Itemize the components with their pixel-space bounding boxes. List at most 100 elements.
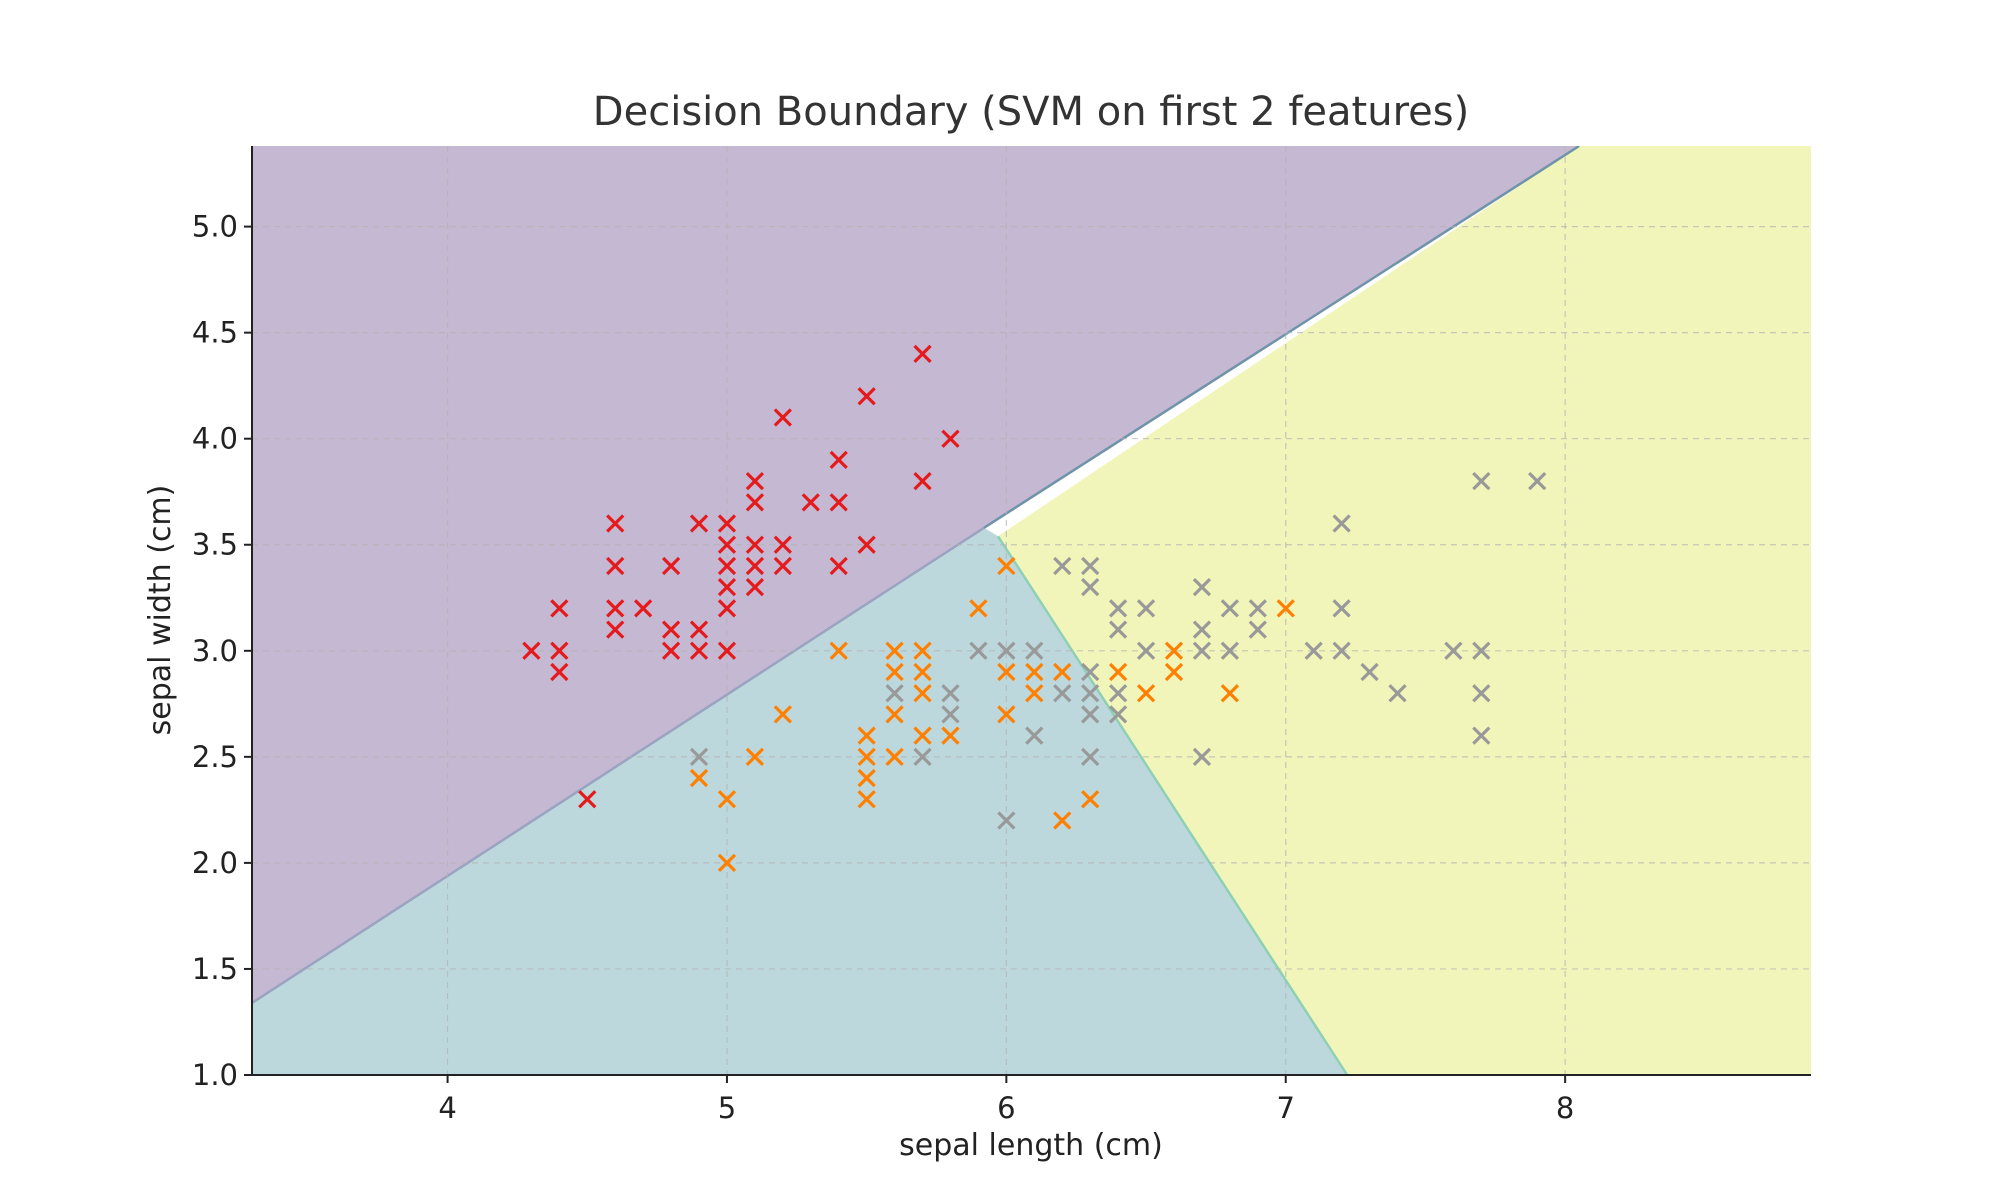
data-point-x-marker xyxy=(717,599,737,618)
data-point-x-marker xyxy=(857,747,876,766)
data-point-x-marker xyxy=(1053,684,1072,703)
data-point-x-marker xyxy=(857,726,876,745)
data-point-x-marker xyxy=(1053,811,1072,830)
data-point-x-marker xyxy=(913,641,932,660)
data-point-x-marker xyxy=(913,662,932,682)
data-point-x-marker xyxy=(857,387,876,406)
data-point-x-marker xyxy=(913,726,932,745)
tick-marks: 4 5 6 7 8 1.0 1.5 2.0 2.5 3.0 3.5 4.0 4.5 5.0 xyxy=(192,210,1574,1125)
data-point-x-marker xyxy=(1025,684,1044,703)
data-point-x-marker xyxy=(550,641,569,660)
data-point-x-marker xyxy=(1220,641,1239,660)
data-point-x-marker xyxy=(857,535,876,554)
data-point-x-marker xyxy=(913,471,932,491)
data-point-x-marker xyxy=(745,747,765,766)
y-tick-label: 2.5 xyxy=(192,740,238,774)
data-point-x-marker xyxy=(1220,599,1239,618)
data-point-x-marker xyxy=(997,662,1016,682)
data-point-x-marker xyxy=(941,705,960,724)
data-point-x-marker xyxy=(1332,641,1351,660)
data-point-x-marker xyxy=(1053,662,1072,682)
data-point-x-marker xyxy=(745,578,765,597)
y-tick-label: 1.5 xyxy=(192,952,238,986)
data-point-x-marker xyxy=(745,471,765,491)
data-point-x-marker xyxy=(1472,471,1491,491)
decision-region-class-1 xyxy=(252,527,1348,1075)
y-axis-label: sepal width (cm) xyxy=(143,485,178,736)
data-point-x-marker xyxy=(745,556,765,576)
x-axis-label: sepal length (cm) xyxy=(899,1128,1163,1163)
data-point-x-marker xyxy=(885,684,904,703)
boundary-line-0-2 xyxy=(983,146,1580,529)
data-point-x-marker xyxy=(550,599,569,618)
data-point-x-marker xyxy=(717,514,737,533)
data-point-x-marker xyxy=(997,641,1016,660)
x-tick-label: 4 xyxy=(438,1091,456,1125)
data-point-x-marker xyxy=(1108,599,1128,618)
data-point-x-marker xyxy=(745,535,765,554)
boundary-line-1-2 xyxy=(996,535,1349,1075)
data-point-x-marker xyxy=(829,556,848,576)
data-point-x-marker xyxy=(997,705,1016,724)
data-point-x-marker xyxy=(550,662,569,682)
y-tick-label: 2.0 xyxy=(192,846,238,880)
data-point-x-marker xyxy=(997,556,1016,576)
data-point-x-marker xyxy=(1081,705,1100,724)
data-point-x-marker xyxy=(1081,684,1100,703)
data-point-x-marker xyxy=(634,599,653,618)
data-point-x-marker xyxy=(1528,471,1547,491)
data-point-x-marker xyxy=(773,705,792,724)
data-point-x-marker xyxy=(717,853,737,873)
data-point-x-marker xyxy=(717,535,737,554)
y-tick-label: 3.0 xyxy=(192,634,238,668)
data-point-x-marker xyxy=(606,514,625,533)
data-point-x-marker xyxy=(717,641,737,660)
data-point-x-marker xyxy=(1108,620,1128,639)
data-point-x-marker xyxy=(1192,578,1212,597)
data-point-x-marker xyxy=(1472,726,1491,745)
data-point-x-marker xyxy=(661,641,681,660)
data-point-x-marker xyxy=(717,578,737,597)
data-point-x-marker xyxy=(1192,620,1212,639)
data-point-x-marker xyxy=(606,599,625,618)
data-point-x-marker xyxy=(997,811,1016,830)
data-point-x-marker xyxy=(913,344,932,363)
data-point-x-marker xyxy=(1276,599,1295,618)
data-point-x-marker xyxy=(1332,514,1351,533)
data-point-x-marker xyxy=(913,747,932,766)
y-tick-label: 1.0 xyxy=(192,1058,238,1092)
data-point-x-marker xyxy=(885,662,904,682)
data-point-x-marker xyxy=(689,747,709,766)
data-point-x-marker xyxy=(578,790,597,809)
y-tick-label: 4.5 xyxy=(192,316,238,350)
data-point-x-marker xyxy=(661,620,681,639)
data-point-x-marker xyxy=(801,493,820,512)
grid-lines xyxy=(252,146,1811,1075)
data-point-x-marker xyxy=(1444,641,1463,660)
data-point-x-marker xyxy=(773,535,792,554)
data-point-x-marker xyxy=(941,726,960,745)
data-point-x-marker xyxy=(941,429,960,448)
data-point-x-marker xyxy=(689,641,709,660)
data-point-x-marker xyxy=(1472,684,1491,703)
decision-region-class-2 xyxy=(998,146,1811,1075)
data-points xyxy=(522,344,1547,873)
data-point-x-marker xyxy=(1332,599,1351,618)
data-point-x-marker xyxy=(773,556,792,576)
data-point-x-marker xyxy=(1025,641,1044,660)
x-tick-label: 8 xyxy=(1556,1091,1574,1125)
data-point-x-marker xyxy=(745,493,765,512)
data-point-x-marker xyxy=(885,747,904,766)
data-point-x-marker xyxy=(1025,662,1044,682)
decision-region-class-0 xyxy=(252,146,1580,1003)
data-point-x-marker xyxy=(606,556,625,576)
data-point-x-marker xyxy=(689,620,709,639)
data-point-x-marker xyxy=(1136,684,1156,703)
data-point-x-marker xyxy=(1053,556,1072,576)
data-point-x-marker xyxy=(857,790,876,809)
data-point-x-marker xyxy=(1108,662,1128,682)
data-point-x-marker xyxy=(689,514,709,533)
data-point-x-marker xyxy=(1081,556,1100,576)
y-tick-label: 5.0 xyxy=(192,210,238,244)
